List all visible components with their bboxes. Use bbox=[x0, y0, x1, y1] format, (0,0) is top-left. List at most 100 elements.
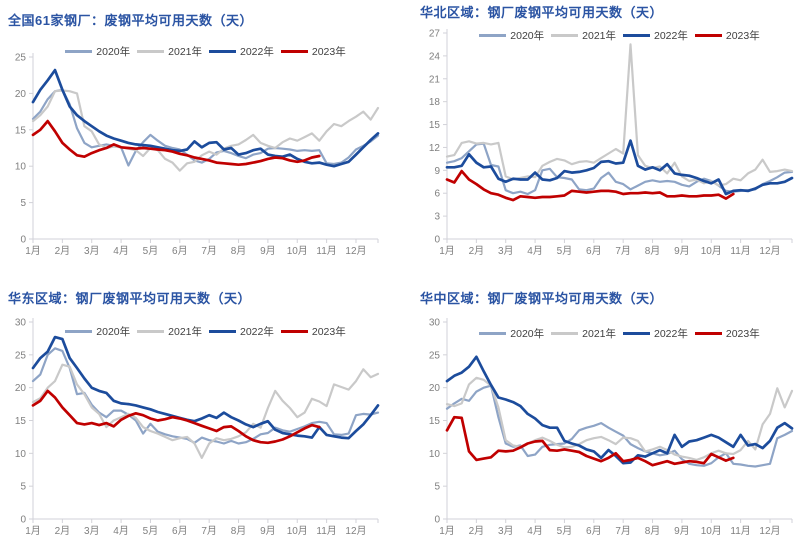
svg-text:3月: 3月 bbox=[498, 525, 514, 537]
svg-text:2月: 2月 bbox=[469, 525, 485, 537]
svg-text:8月: 8月 bbox=[231, 525, 247, 537]
legend-swatch bbox=[137, 330, 165, 333]
svg-text:3月: 3月 bbox=[498, 245, 514, 257]
svg-text:18: 18 bbox=[429, 97, 441, 108]
svg-text:1月: 1月 bbox=[439, 245, 455, 257]
svg-text:1月: 1月 bbox=[25, 245, 41, 257]
svg-text:9: 9 bbox=[434, 166, 440, 177]
svg-text:10月: 10月 bbox=[287, 245, 308, 257]
svg-text:5月: 5月 bbox=[557, 525, 573, 537]
svg-text:11月: 11月 bbox=[730, 245, 750, 257]
chart-panel-east-china: 华东区域：钢厂废钢平均可用天数（天） 2020年 2021年 2022年 2023年 … bbox=[0, 274, 400, 548]
legend-label: 2021年 bbox=[582, 30, 616, 42]
svg-text:5: 5 bbox=[20, 482, 26, 493]
legend-item-2022年: 2022年 bbox=[209, 324, 274, 339]
svg-text:24: 24 bbox=[429, 51, 441, 62]
svg-text:11月: 11月 bbox=[316, 525, 336, 537]
legend-item-2020年: 2020年 bbox=[479, 28, 544, 43]
legend-item-2023年: 2023年 bbox=[280, 44, 346, 59]
svg-text:25: 25 bbox=[429, 350, 441, 361]
chart-title-central-china: 华中区域：钢厂废钢平均可用天数（天） bbox=[420, 291, 664, 306]
legend-item-2020年: 2020年 bbox=[479, 326, 544, 341]
legend-label: 2023年 bbox=[725, 30, 760, 42]
chart-panel-north-china: 华北区域：钢厂废钢平均可用天数（天） 2020年 2021年 2022年 2023年 … bbox=[403, 0, 803, 274]
svg-text:3月: 3月 bbox=[84, 245, 100, 257]
legend-swatch bbox=[137, 50, 165, 53]
legend-item-2022年: 2022年 bbox=[623, 28, 688, 43]
svg-text:0: 0 bbox=[434, 515, 440, 526]
legend-swatch bbox=[280, 50, 308, 53]
line-chart-east-china: 0 5 10 15 20 25 30 1月 2月 3月 4月 5月 6月 7月 8月 9月 10月 11月 12月 bbox=[15, 318, 380, 537]
legend-item-2021年: 2021年 bbox=[551, 326, 616, 341]
svg-text:2月: 2月 bbox=[469, 245, 485, 257]
svg-text:21: 21 bbox=[429, 74, 441, 85]
legend-central-china: 2020年 2021年 2022年 2023年 bbox=[447, 326, 792, 341]
legend-swatch bbox=[65, 50, 93, 53]
svg-text:10月: 10月 bbox=[287, 525, 308, 537]
legend-label: 2021年 bbox=[168, 326, 202, 338]
legend-label: 2021年 bbox=[168, 46, 202, 58]
line-chart-national: 0 5 10 15 20 25 1月 2月 3月 4月 5月 6月 7月 8月 9月 10月 11月 12月 bbox=[15, 53, 380, 257]
line-chart-central-china: 0 5 10 15 20 25 30 1月 2月 3月 4月 5月 6月 7月 8月 9月 10月 11月 12月 bbox=[429, 318, 794, 537]
svg-text:3月: 3月 bbox=[84, 525, 100, 537]
svg-text:15: 15 bbox=[429, 120, 441, 131]
svg-text:12月: 12月 bbox=[759, 245, 780, 257]
legend-swatch bbox=[209, 50, 236, 53]
legend-swatch bbox=[623, 34, 650, 37]
legend-swatch bbox=[65, 330, 93, 333]
svg-text:7月: 7月 bbox=[201, 525, 217, 537]
legend-label: 2020年 bbox=[96, 46, 131, 58]
svg-text:4月: 4月 bbox=[527, 245, 543, 257]
legend-item-2020年: 2020年 bbox=[65, 44, 130, 59]
legend-label: 2020年 bbox=[96, 326, 131, 338]
legend-swatch bbox=[479, 332, 507, 335]
svg-text:7月: 7月 bbox=[615, 525, 631, 537]
svg-text:12月: 12月 bbox=[345, 245, 366, 257]
svg-text:12: 12 bbox=[429, 143, 441, 154]
svg-text:5: 5 bbox=[434, 482, 440, 493]
svg-text:1月: 1月 bbox=[25, 525, 41, 537]
svg-text:0: 0 bbox=[20, 515, 26, 526]
svg-text:30: 30 bbox=[429, 318, 441, 329]
svg-text:6月: 6月 bbox=[586, 245, 602, 257]
legend-swatch bbox=[623, 332, 650, 335]
svg-text:9月: 9月 bbox=[674, 525, 690, 537]
legend-label: 2021年 bbox=[582, 328, 616, 340]
svg-text:9月: 9月 bbox=[674, 245, 690, 257]
legend-label: 2022年 bbox=[240, 326, 274, 338]
svg-text:20: 20 bbox=[15, 383, 27, 394]
svg-text:15: 15 bbox=[15, 125, 27, 136]
svg-text:7月: 7月 bbox=[201, 245, 217, 257]
svg-text:8月: 8月 bbox=[231, 245, 247, 257]
chart-title-east-china: 华东区域：钢厂废钢平均可用天数（天） bbox=[8, 291, 252, 306]
svg-text:2月: 2月 bbox=[55, 245, 71, 257]
legend-item-2022年: 2022年 bbox=[209, 44, 274, 59]
svg-text:9月: 9月 bbox=[260, 525, 276, 537]
line-chart-north-china: 0 3 6 9 12 15 18 21 24 27 1月 2月 3月 4月 5月 6月 7月 8月 9月 10月 11月… bbox=[429, 29, 794, 257]
svg-text:12月: 12月 bbox=[759, 525, 780, 537]
svg-text:9月: 9月 bbox=[260, 245, 276, 257]
legend-item-2023年: 2023年 bbox=[280, 324, 346, 339]
svg-text:10: 10 bbox=[15, 162, 27, 173]
svg-text:0: 0 bbox=[20, 235, 26, 246]
svg-text:2月: 2月 bbox=[55, 525, 71, 537]
svg-text:5月: 5月 bbox=[143, 525, 159, 537]
svg-text:0: 0 bbox=[434, 235, 440, 246]
legend-swatch bbox=[479, 34, 507, 37]
legend-label: 2020年 bbox=[510, 30, 545, 42]
svg-text:25: 25 bbox=[15, 53, 27, 64]
legend-item-2021年: 2021年 bbox=[137, 324, 202, 339]
svg-text:1月: 1月 bbox=[439, 525, 455, 537]
svg-text:6月: 6月 bbox=[586, 525, 602, 537]
svg-text:20: 20 bbox=[429, 383, 441, 394]
svg-text:27: 27 bbox=[429, 29, 441, 40]
svg-text:20: 20 bbox=[15, 89, 27, 100]
legend-item-2021年: 2021年 bbox=[551, 28, 616, 43]
svg-text:6月: 6月 bbox=[172, 245, 188, 257]
svg-text:5: 5 bbox=[20, 198, 26, 209]
svg-text:11月: 11月 bbox=[316, 245, 336, 257]
legend-swatch bbox=[551, 332, 579, 335]
svg-text:10月: 10月 bbox=[701, 525, 722, 537]
legend-label: 2022年 bbox=[654, 30, 688, 42]
legend-swatch bbox=[551, 34, 579, 37]
